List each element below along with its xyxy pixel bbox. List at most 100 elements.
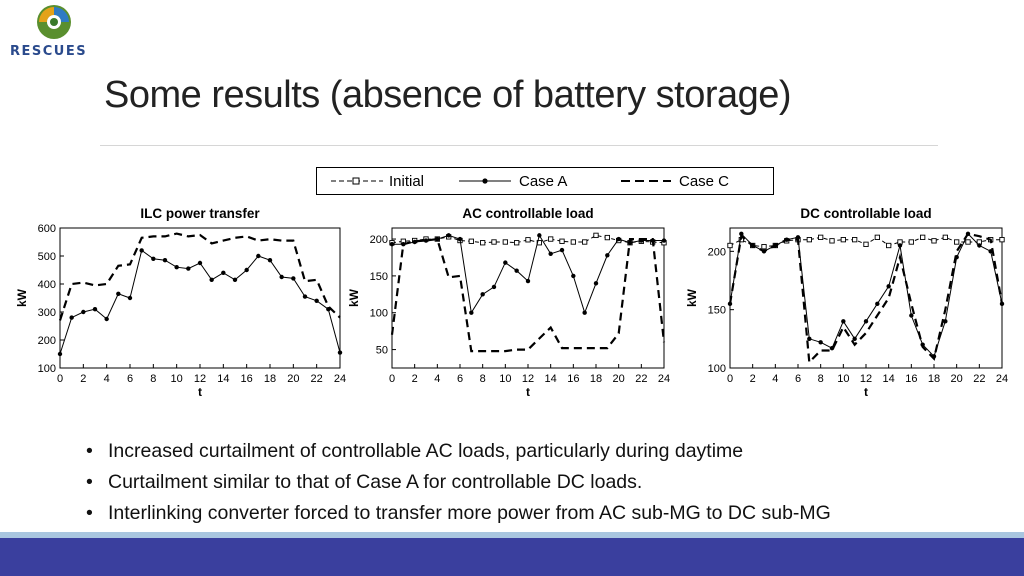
series-case-a [727,231,1005,359]
data-point [852,237,858,243]
data-point [886,284,891,289]
data-point [582,310,587,315]
x-tick-label: 2 [412,373,418,385]
data-point [337,350,343,355]
data-point [457,236,463,242]
data-point [139,248,144,253]
bullet-text: Curtailment similar to that of Case A fo… [108,471,643,493]
x-tick-label: 4 [434,373,440,385]
data-point [151,256,156,261]
data-point [582,239,588,245]
data-point [537,233,542,238]
logo-text: RESCUES [10,44,88,59]
series-case-c [728,232,1004,365]
y-tick-label: 50 [376,345,388,357]
data-point [571,273,576,279]
data-point [525,237,531,243]
legend-label-case-a: Case A [519,173,567,190]
data-point [920,234,926,240]
data-point [127,295,133,301]
data-point [491,284,497,290]
data-point [807,336,812,342]
series-case-c [58,232,341,321]
title-divider [100,145,938,146]
legend-item-initial: Initial [331,173,424,190]
series-case-c-line [58,232,341,321]
x-tick-label: 8 [818,373,824,385]
y-axis-label: kW [15,288,29,307]
x-tick-label: 20 [951,373,963,385]
y-tick-label: 300 [38,307,56,319]
y-tick-label: 200 [370,234,388,246]
x-tick-label: 10 [837,373,849,385]
y-tick-label: 200 [708,246,726,258]
series-case-c [390,237,666,353]
data-point [491,239,497,245]
y-tick-label: 500 [38,251,56,263]
x-tick-label: 6 [795,373,801,385]
bullet-text: Increased curtailment of controllable AC… [108,440,744,462]
data-point [863,241,869,247]
data-point [931,238,937,244]
x-tick-label: 16 [567,373,579,385]
x-tick-label: 8 [480,373,486,385]
chart-legend: Initial Case A Case C [316,167,774,195]
data-point [727,242,733,249]
data-point [886,242,892,249]
rescues-logo [6,0,106,62]
series-case-a-line [59,249,341,355]
data-point [81,309,86,315]
x-axis-label: t [198,385,202,399]
data-point [909,313,914,318]
data-point [548,236,554,242]
x-tick-label: 22 [635,373,647,385]
data-point [795,235,801,240]
x-tick-label: 20 [613,373,625,385]
data-point [162,258,168,263]
data-point [423,238,429,243]
legend-item-case-c: Case C [621,173,729,190]
data-point [279,274,284,280]
x-tick-label: 22 [973,373,985,385]
data-point [593,281,599,286]
series-case-c-line [390,237,666,353]
x-tick-label: 18 [590,373,602,385]
footer-band [0,538,1024,576]
chart-title: ILC power transfer [140,206,260,221]
y-axis-label: kW [348,288,361,307]
data-point [256,253,261,259]
x-tick-label: 0 [727,373,733,385]
x-tick-label: 24 [996,373,1008,385]
x-tick-label: 6 [457,373,463,385]
x-tick-label: 8 [150,373,156,385]
data-point [841,319,846,324]
data-point [739,231,744,237]
data-point [503,260,508,265]
data-point [806,237,812,243]
data-point [874,234,880,240]
x-tick-label: 24 [334,373,346,385]
legend-label-case-c: Case C [679,173,729,190]
legend-item-case-a: Case A [459,173,567,190]
data-point [897,243,903,248]
x-axis-label: t [526,385,530,399]
x-tick-label: 22 [311,373,323,385]
chart-title: DC controllable load [800,206,931,221]
data-point [829,238,835,244]
y-tick-label: 100 [370,308,388,320]
plot-frame [59,227,341,369]
data-point [69,315,74,320]
logo-emblem-icon [37,5,71,39]
x-tick-label: 10 [171,373,183,385]
series-case-a-line [729,232,1003,358]
data-point [514,240,520,246]
data-point [548,251,553,256]
bullet-item: • Curtailment similar to that of Case A f… [86,471,643,493]
data-point [480,240,486,246]
data-point [314,298,319,303]
y-tick-label: 150 [708,305,726,317]
x-tick-label: 12 [194,373,206,385]
